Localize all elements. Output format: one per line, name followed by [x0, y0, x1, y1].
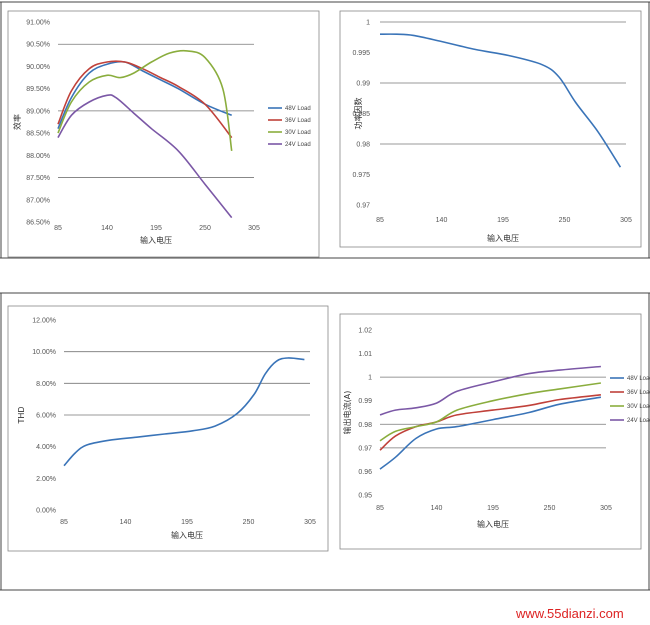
- x-tick-label: 85: [54, 225, 62, 232]
- x-tick-label: 195: [181, 519, 193, 526]
- x-tick-label: 305: [600, 505, 612, 512]
- y-tick-label: 0.985: [352, 111, 370, 118]
- series-line: [57, 60, 233, 139]
- x-tick-label: 85: [376, 217, 384, 224]
- chart-thd: 12.00% 10.00% 8.00% 6.00% 4.00% 2.00% 0.00% 85 1…: [17, 318, 316, 541]
- x-tick-label: 250: [544, 505, 556, 512]
- series-line: [379, 33, 622, 168]
- legend-entry: 36V Load: [285, 118, 311, 124]
- x-tick-label: 305: [248, 225, 260, 232]
- y-tick-label: 90.00%: [26, 64, 50, 71]
- y-tick-label: 4.00%: [36, 444, 56, 451]
- chart-thd-frame: [7, 305, 329, 552]
- x-tick-label: 250: [559, 217, 571, 224]
- legend-entry: 24V Load: [627, 418, 650, 424]
- y-tick-label: 90.50%: [26, 42, 50, 49]
- y-tick-label: 0.96: [358, 469, 372, 476]
- y-tick-label: 88.50%: [26, 131, 50, 138]
- y-tick-label: 1.02: [358, 328, 372, 335]
- x-tick-label: 305: [304, 519, 316, 526]
- legend-entry: 48V Load: [285, 106, 311, 112]
- series-line: [379, 382, 602, 442]
- series-line: [63, 357, 305, 467]
- y-tick-label: 1: [368, 375, 372, 382]
- x-tick-label: 140: [120, 519, 132, 526]
- legend-entry: 24V Load: [285, 142, 311, 148]
- y-tick-label: 0.97: [358, 445, 372, 452]
- y-tick-label: 12.00%: [32, 318, 56, 325]
- legend-entry: 30V Load: [285, 130, 311, 136]
- x-tick-label: 250: [199, 225, 211, 232]
- x-tick-label: 85: [376, 505, 384, 512]
- x-axis-label: 输入电压: [140, 235, 172, 245]
- y-tick-label: 0.95: [358, 493, 372, 500]
- y-axis-label: 功率因数: [353, 98, 363, 130]
- y-tick-label: 1: [366, 20, 370, 27]
- y-axis-label: THD: [17, 406, 26, 424]
- x-tick-label: 250: [243, 519, 255, 526]
- chart-output-current-frame: [339, 313, 642, 550]
- y-tick-label: 10.00%: [32, 349, 56, 356]
- chart-power-factor: 1 0.995 0.99 0.985 0.98 0.975 0.97 85 140 195 250 3…: [352, 20, 631, 244]
- x-axis-label: 输入电压: [171, 530, 203, 540]
- x-axis-label: 输入电压: [487, 233, 519, 243]
- y-tick-label: 0.99: [358, 398, 372, 405]
- series-line: [379, 365, 601, 416]
- series-line: [57, 49, 233, 152]
- y-tick-label: 88.00%: [26, 153, 50, 160]
- series-line: [57, 60, 233, 130]
- y-tick-label: 89.00%: [26, 108, 50, 115]
- y-tick-label: 0.98: [358, 422, 372, 429]
- x-tick-label: 85: [60, 519, 68, 526]
- series-line: [379, 396, 602, 470]
- chart-power-factor-frame: [339, 10, 642, 248]
- legend-entry: 48V Load: [627, 376, 650, 382]
- x-tick-label: 140: [101, 225, 113, 232]
- y-tick-label: 2.00%: [36, 476, 56, 483]
- y-tick-label: 0.975: [352, 172, 370, 179]
- y-tick-label: 6.00%: [36, 413, 56, 420]
- y-tick-label: 0.00%: [36, 508, 56, 515]
- legend-entry: 36V Load: [627, 390, 650, 396]
- watermark-text: www.55dianzi.com: [515, 606, 624, 621]
- y-tick-label: 87.00%: [26, 197, 50, 204]
- x-tick-label: 195: [150, 225, 162, 232]
- x-tick-label: 195: [487, 505, 499, 512]
- x-tick-label: 195: [497, 217, 509, 224]
- x-tick-label: 140: [436, 217, 448, 224]
- y-tick-label: 87.50%: [26, 175, 50, 182]
- chart-efficiency-frame: [7, 10, 320, 258]
- y-tick-label: 91.00%: [26, 20, 50, 27]
- y-tick-label: 0.97: [356, 203, 370, 210]
- y-tick-label: 89.50%: [26, 86, 50, 93]
- x-axis-label: 输入电压: [477, 519, 509, 529]
- chart-efficiency: 91.00% 90.50% 90.00% 89.50% 89.00% 88.50% 88.0…: [12, 20, 311, 246]
- y-tick-label: 86.50%: [26, 220, 50, 227]
- y-tick-label: 8.00%: [36, 381, 56, 388]
- y-tick-label: 0.98: [356, 142, 370, 149]
- legend-entry: 30V Load: [627, 404, 650, 410]
- series-line: [57, 94, 233, 219]
- series-line: [379, 394, 601, 451]
- x-tick-label: 140: [431, 505, 443, 512]
- y-axis-label: 输出电流(A): [342, 391, 352, 435]
- y-tick-label: 0.99: [356, 81, 370, 88]
- y-axis-label: 效率: [12, 114, 22, 130]
- y-tick-label: 0.995: [352, 50, 370, 57]
- x-tick-label: 305: [620, 217, 632, 224]
- y-tick-label: 1.01: [358, 351, 372, 358]
- chart-output-current: 1.02 1.01 1 0.99 0.98 0.97 0.96 0.95 85 140 195 250…: [342, 328, 650, 530]
